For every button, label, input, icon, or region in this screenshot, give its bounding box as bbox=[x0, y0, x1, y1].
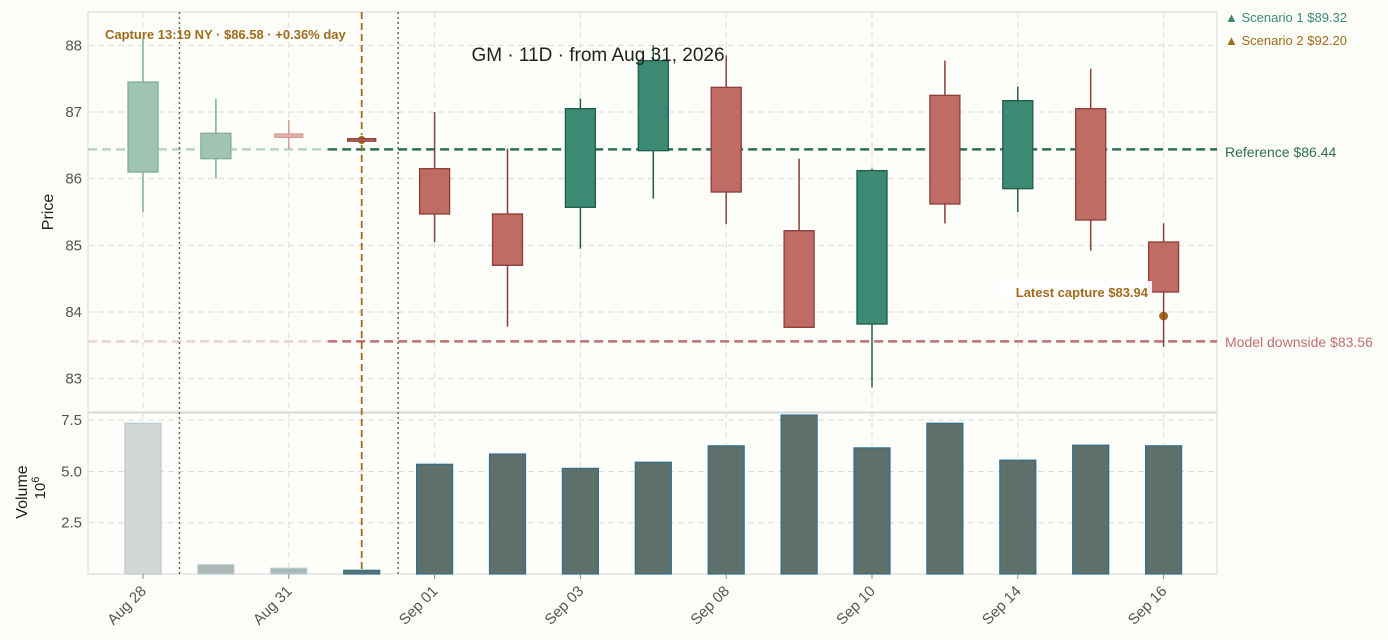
volume-bar bbox=[561, 467, 600, 575]
price-tick-label: 88 bbox=[65, 37, 82, 54]
volume-bar bbox=[488, 453, 527, 575]
volume-bar bbox=[197, 564, 235, 575]
downside-line-label: Model downside $83.56 bbox=[1225, 334, 1373, 350]
candle-body bbox=[127, 81, 159, 173]
price-tick-label: 85 bbox=[65, 237, 82, 254]
candles bbox=[127, 38, 1180, 388]
latest-capture-label: Latest capture $83.94 bbox=[1016, 285, 1149, 300]
volume-bar bbox=[999, 459, 1037, 575]
candle-body bbox=[1075, 108, 1107, 221]
candle-body bbox=[637, 60, 669, 152]
candle-body bbox=[1147, 241, 1180, 293]
volume-bar bbox=[707, 445, 745, 575]
volume-bar bbox=[1072, 444, 1110, 575]
volume-bar bbox=[853, 447, 891, 575]
volume-multiplier-base: 10 bbox=[32, 483, 49, 500]
volume-bar bbox=[124, 422, 162, 575]
volume-bar bbox=[926, 422, 964, 575]
candle-body bbox=[783, 230, 815, 328]
candle-body bbox=[856, 170, 888, 325]
price-tick-label: 84 bbox=[65, 304, 82, 321]
candle-body bbox=[710, 86, 742, 193]
candle-body bbox=[200, 132, 232, 160]
chart-title: GM · 11D · from Aug 31, 2026 bbox=[471, 45, 724, 66]
volume-axis-label: Volume bbox=[14, 465, 31, 518]
volume-tick-label: 7.5 bbox=[61, 412, 82, 429]
volume-bar bbox=[780, 414, 818, 575]
capture-label: Capture 13:19 NY · $86.58 · +0.36% day bbox=[105, 27, 347, 42]
volume-bar bbox=[1144, 445, 1183, 575]
candle-body bbox=[564, 108, 597, 208]
reference-line-label: Reference $86.44 bbox=[1225, 144, 1337, 160]
volume-bars bbox=[124, 414, 1183, 575]
volume-axis-multiplier: 106 bbox=[30, 477, 49, 500]
volume-tick-label: 5.0 bbox=[61, 463, 82, 480]
candle-body bbox=[347, 138, 377, 142]
price-tick-label: 87 bbox=[65, 104, 82, 121]
latest-capture-label-bg bbox=[996, 281, 1152, 301]
volume-bar bbox=[343, 569, 381, 575]
candle-body bbox=[929, 94, 961, 205]
volume-bar bbox=[270, 567, 308, 575]
price-tick-label: 83 bbox=[65, 371, 82, 388]
price-tick-label: 86 bbox=[65, 171, 82, 188]
price-axis-label: Price bbox=[40, 194, 57, 231]
candle-body bbox=[491, 213, 524, 266]
scenario-1-label: ▲ Scenario 1 $89.32 bbox=[1225, 10, 1347, 25]
candle-body bbox=[1002, 100, 1034, 190]
candle-body bbox=[274, 133, 304, 138]
scenario-2-label: ▲ Scenario 2 $92.20 bbox=[1225, 33, 1347, 48]
volume-bar bbox=[416, 463, 454, 575]
volume-tick-label: 2.5 bbox=[61, 515, 82, 532]
candle-body bbox=[418, 168, 451, 215]
volume-bar bbox=[634, 461, 672, 575]
volume-multiplier-power: 6 bbox=[30, 477, 42, 483]
